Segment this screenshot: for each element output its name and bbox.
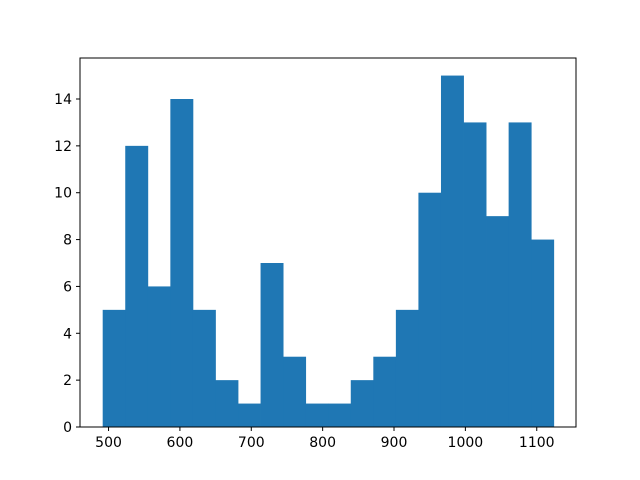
histogram-bar	[283, 356, 307, 427]
bars-group	[102, 75, 555, 428]
x-tick-label: 700	[238, 435, 265, 451]
histogram-bar	[170, 99, 194, 427]
x-tick-label: 600	[167, 435, 194, 451]
histogram-bar	[102, 309, 126, 427]
histogram-bar	[486, 216, 510, 427]
y-tick-label: 12	[54, 139, 72, 155]
y-tick-label: 2	[63, 373, 72, 389]
histogram-bar	[395, 309, 419, 427]
histogram-bar	[508, 122, 532, 427]
y-tick-label: 8	[63, 233, 72, 249]
y-tick-label: 6	[63, 279, 72, 295]
histogram-bar	[418, 192, 442, 427]
histogram-bar	[215, 380, 239, 427]
y-tick-label: 14	[54, 92, 72, 108]
y-tick-label: 4	[63, 326, 72, 342]
histogram-bar	[463, 122, 487, 427]
histogram-bar	[440, 75, 464, 428]
x-tick-label: 1100	[519, 435, 555, 451]
histogram-bar	[373, 356, 397, 427]
histogram-bar	[192, 309, 216, 427]
histogram-bar	[328, 403, 352, 427]
histogram-bar	[350, 380, 374, 427]
y-tick-label: 0	[63, 420, 72, 436]
histogram-bar	[531, 239, 555, 427]
x-tick-label: 900	[381, 435, 408, 451]
histogram-bar	[125, 145, 149, 427]
x-tick-label: 800	[309, 435, 336, 451]
histogram-bar	[147, 286, 171, 427]
histogram-bar	[305, 403, 329, 427]
histogram-bar	[260, 263, 284, 427]
x-tick-label: 500	[95, 435, 122, 451]
y-tick-label: 10	[54, 186, 72, 202]
histogram-bar	[238, 403, 261, 427]
y-axis-ticks: 0 2 4 6 8 10 12 14	[54, 92, 80, 436]
plot-frame	[79, 57, 577, 428]
x-axis-ticks: 500 600 700 800 900 1000 1100	[95, 427, 555, 451]
x-tick-label: 1000	[448, 435, 484, 451]
